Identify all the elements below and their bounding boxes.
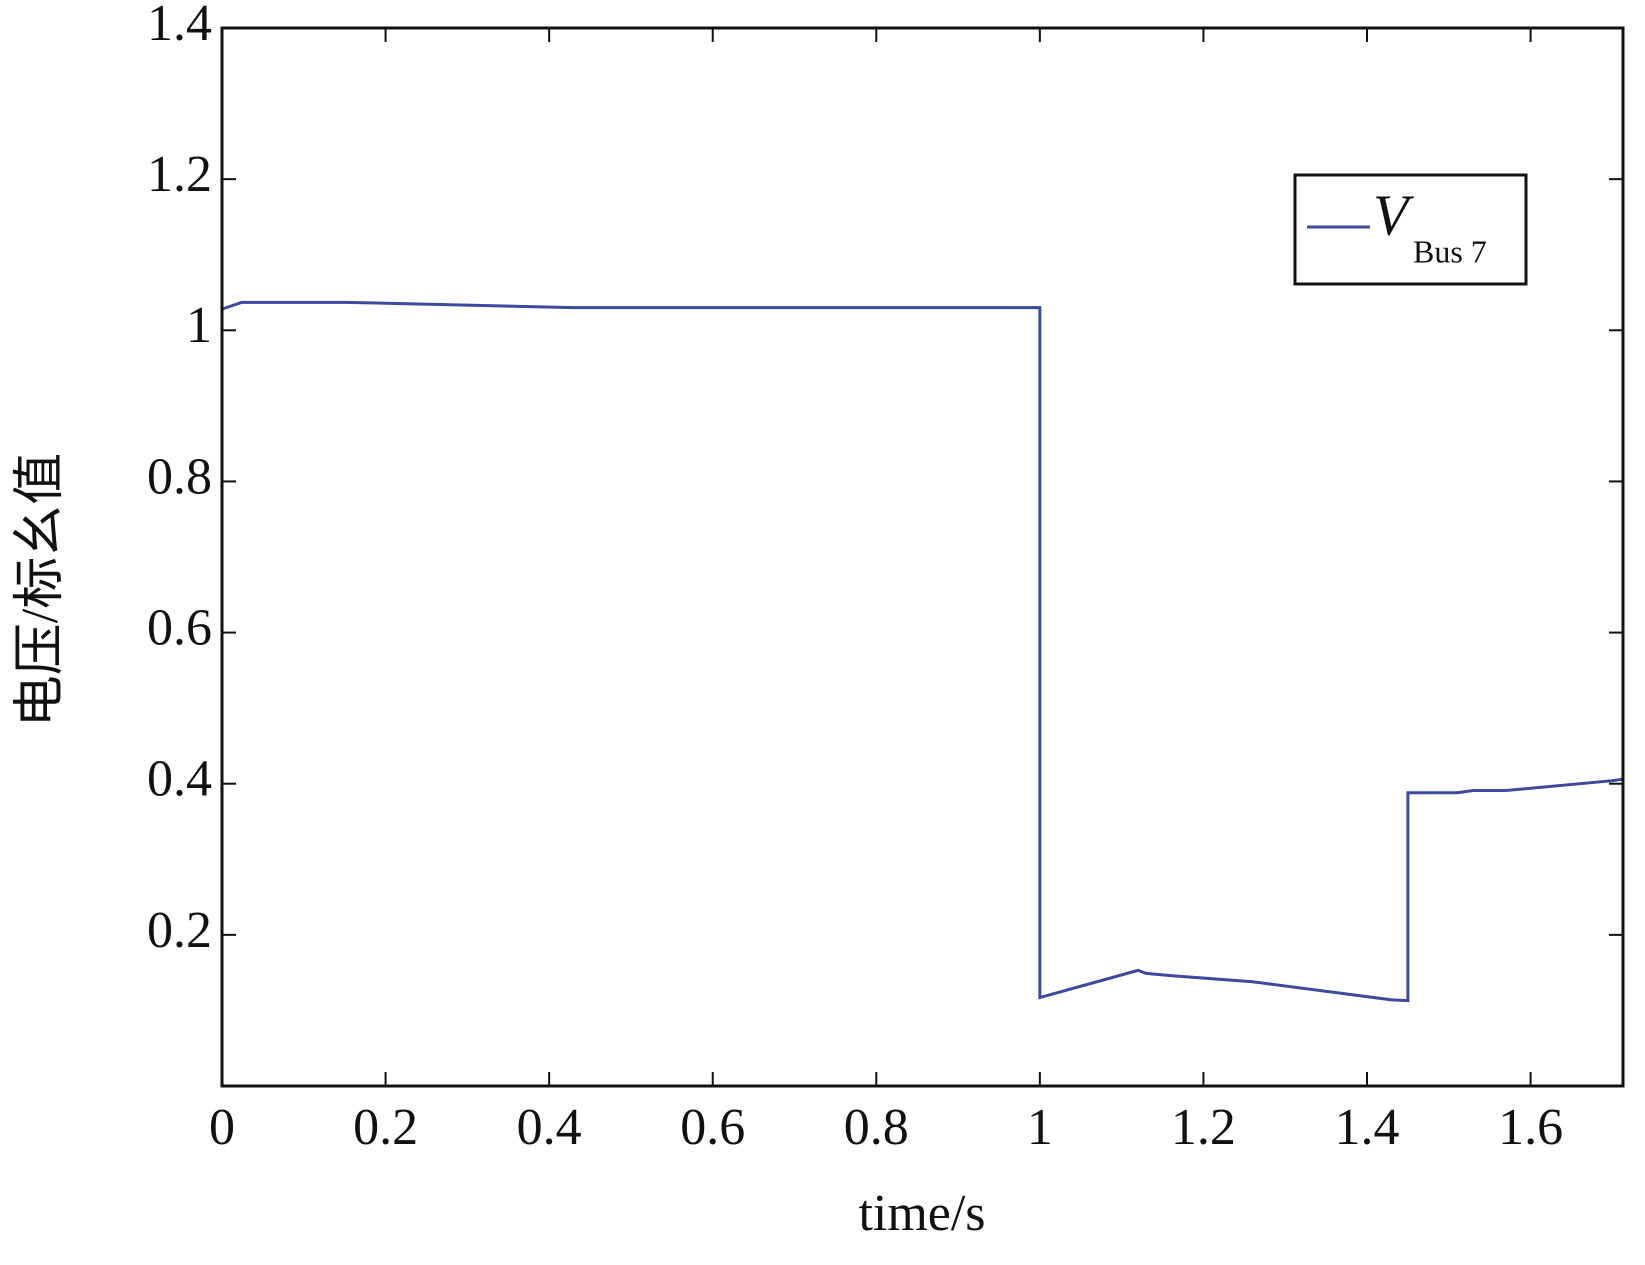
x-tick-label: 0.8: [844, 1099, 909, 1156]
y-axis-label: 电压/标幺值: [12, 453, 69, 727]
line-series: [221, 300, 1624, 1003]
x-tick-label: 1.2: [1171, 1099, 1236, 1156]
legend-label-subscript: Bus 7: [1413, 233, 1487, 269]
x-tick-label: 0.6: [680, 1099, 745, 1156]
x-tick-label: 0: [209, 1099, 235, 1156]
y-tick-label: 0.8: [147, 448, 212, 505]
x-tick-label: 0.4: [517, 1099, 582, 1156]
y-tick-label: 0.2: [147, 902, 212, 959]
x-tick-label: 0.2: [353, 1099, 418, 1156]
x-axis-label: time/s: [858, 1185, 985, 1242]
legend-label: V: [1373, 182, 1415, 247]
x-tick-label: 1: [1027, 1099, 1053, 1156]
y-tick-label: 1.2: [147, 146, 212, 203]
y-tick-label: 1.4: [147, 0, 212, 52]
x-tick-label: 1.4: [1335, 1099, 1400, 1156]
x-tick-label: 1.6: [1498, 1099, 1563, 1156]
y-tick-label: 0.4: [147, 751, 212, 808]
plot-frame: [220, 26, 1625, 1088]
y-tick-label: 0.6: [147, 600, 212, 657]
legend-box: [1293, 173, 1528, 286]
y-tick-label: 1: [186, 297, 212, 354]
